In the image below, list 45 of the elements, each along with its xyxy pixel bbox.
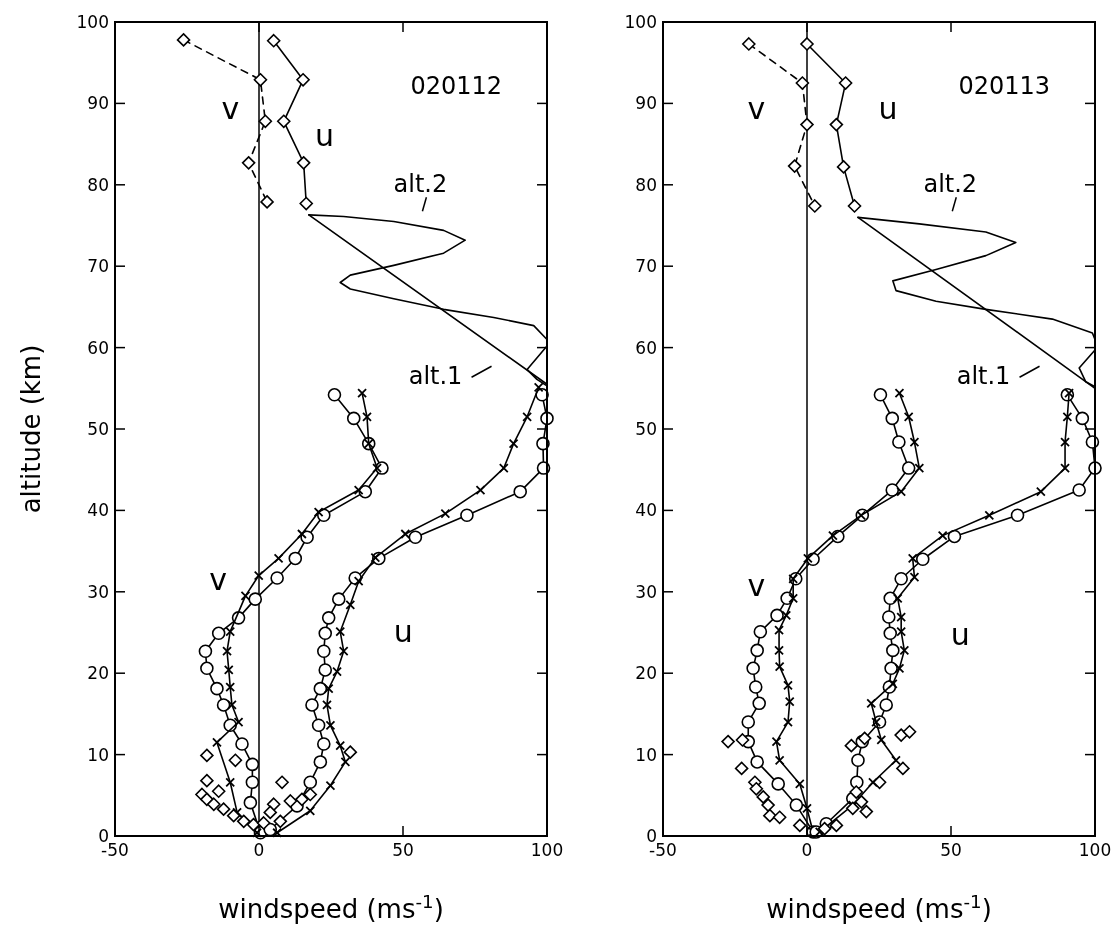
y-tick-label: 80 — [87, 174, 109, 195]
x-tick-label: 100 — [1078, 840, 1112, 860]
y-tick-label: 90 — [635, 93, 657, 114]
legend-label: alt.1 — [408, 361, 463, 390]
series-label: v — [747, 567, 766, 603]
annotation: 020112 — [410, 72, 502, 100]
x-tick-label: 0 — [253, 840, 265, 860]
series-label: v — [747, 90, 766, 126]
y-tick-label: 40 — [87, 500, 109, 521]
y-tick-label: 100 — [624, 11, 657, 32]
x-axis-title: windspeed (ms$^{-1}$) — [766, 890, 992, 924]
y-tick-label: 90 — [87, 93, 109, 114]
series-label: v — [209, 562, 228, 598]
y-tick-label: 70 — [635, 256, 657, 277]
series-label: u — [878, 90, 898, 126]
y-tick-label: 60 — [87, 337, 109, 358]
y-tick-label: 60 — [635, 337, 657, 358]
legend-label: alt.1 — [956, 361, 1011, 390]
y-tick-label: 30 — [635, 581, 657, 602]
y-tick-label: 80 — [635, 174, 657, 195]
y-tick-label: 10 — [635, 744, 657, 765]
annotation: 020113 — [958, 72, 1050, 100]
y-tick-label: 100 — [76, 11, 109, 32]
series-label: u — [315, 117, 335, 153]
x-axis-title: windspeed (ms$^{-1}$) — [218, 890, 444, 924]
x-tick-label: 0 — [801, 840, 813, 860]
x-tick-label: 50 — [392, 840, 414, 860]
series-label: u — [950, 617, 970, 653]
series-label: alt.2 — [923, 169, 978, 198]
y-tick-label: 0 — [98, 825, 109, 846]
y-tick-label: 50 — [635, 418, 657, 439]
y-tick-label: 70 — [87, 256, 109, 277]
x-tick-label: 100 — [530, 840, 564, 860]
series-label: alt.2 — [393, 169, 448, 198]
x-tick-label: 50 — [940, 840, 962, 860]
y-axis-title: altitude (km) — [16, 344, 46, 514]
y-tick-label: 20 — [635, 663, 657, 684]
y-tick-label: 50 — [87, 418, 109, 439]
y-tick-label: 30 — [87, 581, 109, 602]
y-tick-label: 40 — [635, 500, 657, 521]
series-label: v — [221, 90, 240, 126]
series-label: u — [393, 614, 413, 650]
y-tick-label: 10 — [87, 744, 109, 765]
y-tick-label: 0 — [646, 825, 657, 846]
y-tick-label: 20 — [87, 663, 109, 684]
